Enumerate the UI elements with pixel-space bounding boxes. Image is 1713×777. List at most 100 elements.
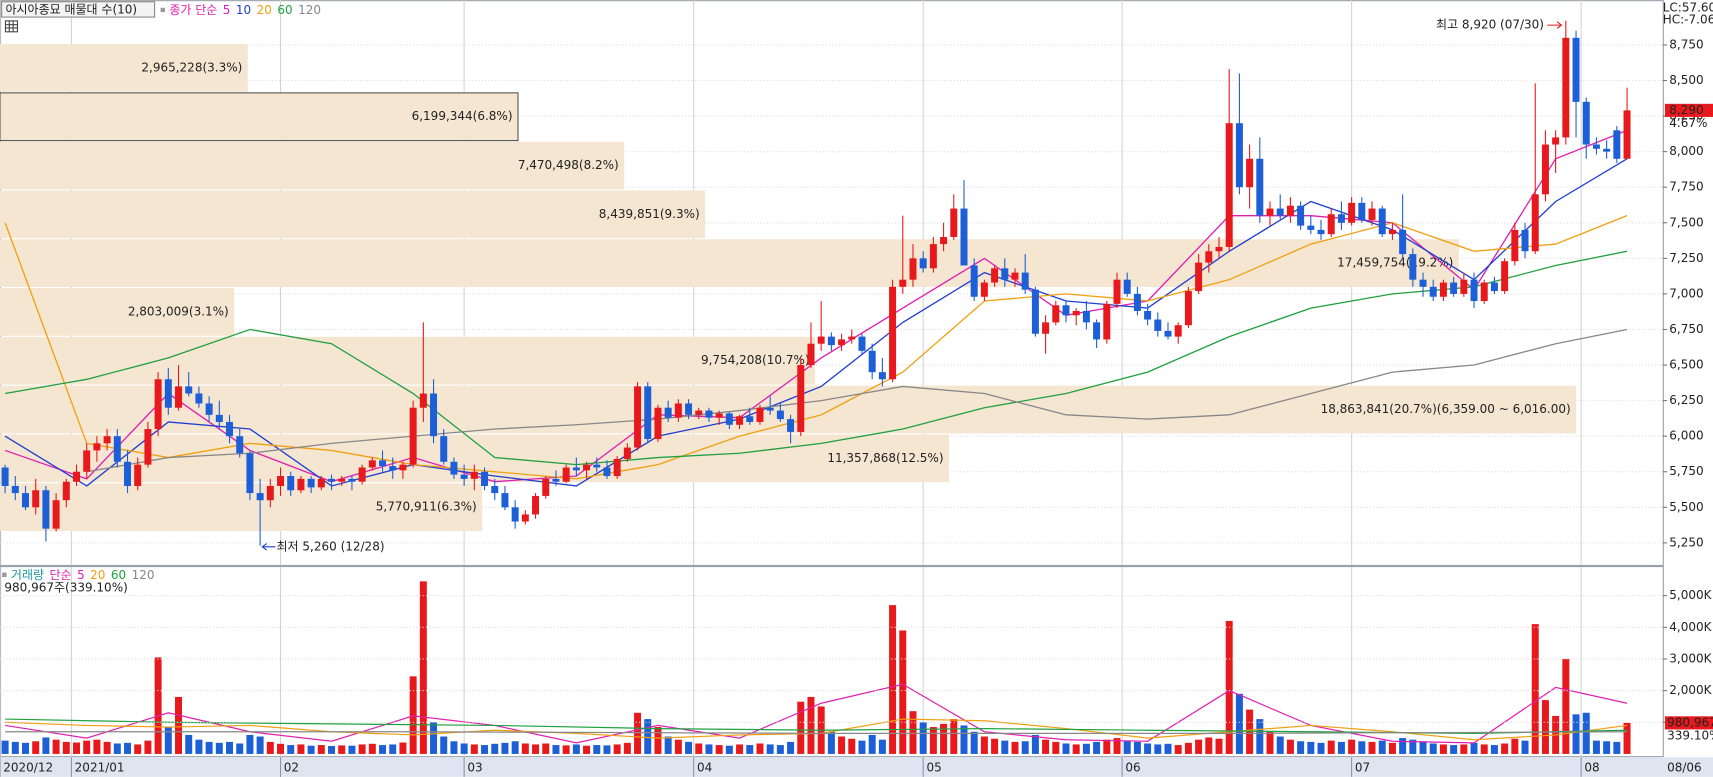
candle-body xyxy=(1327,214,1335,235)
candle-body xyxy=(674,403,682,418)
candle-body xyxy=(715,413,723,418)
candle-body xyxy=(613,458,621,477)
candle-body xyxy=(1348,202,1356,223)
candle-body xyxy=(1592,144,1600,149)
x-tick-label: 04 xyxy=(697,761,712,775)
candle-body xyxy=(1164,330,1172,337)
candle-body xyxy=(838,339,846,346)
volume-bar xyxy=(1450,745,1458,754)
volume-bar xyxy=(93,739,101,754)
volume-bar xyxy=(980,736,988,754)
y-tick-label: 6,250 xyxy=(1669,393,1703,407)
legend-entry: 10 xyxy=(236,2,251,16)
profile-bar xyxy=(0,92,519,142)
volume-bar xyxy=(1062,743,1070,754)
legend-entry: 5 xyxy=(223,2,231,16)
x-tick-label: 06 xyxy=(1125,761,1140,775)
volume-bar xyxy=(991,738,999,754)
volume-bar xyxy=(1358,741,1366,754)
volume-bar xyxy=(1460,744,1468,754)
legend-title: 종가 단순 xyxy=(169,2,217,16)
volume-bar xyxy=(1164,743,1172,754)
candle-body xyxy=(583,464,591,471)
candle-body xyxy=(1154,319,1162,331)
volume-bar xyxy=(430,722,438,754)
candle-body xyxy=(1235,123,1243,188)
price-change: 4.67% xyxy=(1669,116,1707,130)
candle-body xyxy=(11,485,19,494)
candle-body xyxy=(1001,268,1009,280)
candle-body xyxy=(1419,279,1427,287)
candle-body xyxy=(277,476,285,486)
volume-bar xyxy=(746,745,754,754)
volume-change: 339.10% xyxy=(1667,728,1713,742)
volume-bar xyxy=(1133,741,1141,754)
candle-body xyxy=(1501,261,1509,292)
volume-bar xyxy=(572,744,580,754)
volume-bar xyxy=(1154,744,1162,754)
low-arrow xyxy=(261,543,276,551)
volume-bar xyxy=(1501,743,1509,754)
profile-label: 11,357,868(12.5%) xyxy=(827,451,943,465)
candle-body xyxy=(521,514,529,522)
candle-body xyxy=(1093,322,1101,340)
candle-body xyxy=(1113,279,1121,304)
profile-bar xyxy=(0,288,235,336)
volume-bar xyxy=(83,740,91,754)
candle-body xyxy=(1399,229,1407,255)
candle-body xyxy=(1531,194,1539,252)
candle-body xyxy=(552,478,560,482)
volume-bar xyxy=(1276,736,1284,754)
candle-body xyxy=(1133,293,1141,311)
volume-bar xyxy=(409,676,417,754)
volume-bar xyxy=(348,745,356,754)
volume-bar xyxy=(164,727,172,754)
candle-body xyxy=(1225,123,1233,247)
candle-body xyxy=(868,350,876,373)
candle-body xyxy=(1246,158,1254,188)
candle-body xyxy=(1562,37,1570,138)
candle-body xyxy=(572,467,580,471)
y-tick-label: 6,750 xyxy=(1669,322,1703,336)
candle-body xyxy=(246,453,254,494)
candle-body xyxy=(338,478,346,482)
candle-body xyxy=(83,450,91,472)
volume-bar xyxy=(62,741,70,754)
volume-bar xyxy=(460,743,468,754)
volume-bar xyxy=(664,736,672,754)
volume-legend: 거래량 단순 5 20 60 120 xyxy=(11,567,155,581)
volume-bar xyxy=(1470,742,1478,754)
candle-body xyxy=(1307,225,1315,230)
volume-bar xyxy=(134,744,142,754)
y-tick-label: 7,000 xyxy=(1669,286,1703,300)
y-tick-label: 6,000 xyxy=(1669,429,1703,443)
volume-bar xyxy=(113,743,121,754)
y-tick-label: 5,500 xyxy=(1669,500,1703,514)
volume-bar xyxy=(1603,741,1611,754)
volume-bar xyxy=(297,744,305,754)
volume-bar xyxy=(1093,741,1101,754)
candle-body xyxy=(634,386,642,448)
candle-body xyxy=(93,443,101,451)
candle-body xyxy=(1480,282,1488,302)
ma-line xyxy=(4,158,1628,487)
candle-body xyxy=(644,386,652,440)
candle-body xyxy=(929,244,937,269)
candle-body xyxy=(1511,229,1519,262)
candle-body xyxy=(756,407,764,422)
volume-bar xyxy=(1419,741,1427,754)
volume-bar xyxy=(450,741,458,754)
volume-bar xyxy=(317,745,325,754)
candle-body xyxy=(1388,229,1396,235)
volume-bar xyxy=(766,744,774,754)
candle-body xyxy=(450,461,458,475)
candle-body xyxy=(460,474,468,479)
volume-bar xyxy=(256,736,264,754)
candle-body xyxy=(501,493,509,508)
candle-body xyxy=(1317,229,1325,235)
candle-body xyxy=(1215,246,1223,252)
hc-label: HC:-7.06 xyxy=(1663,12,1713,26)
candle-body xyxy=(889,286,897,380)
candle-body xyxy=(491,485,499,494)
